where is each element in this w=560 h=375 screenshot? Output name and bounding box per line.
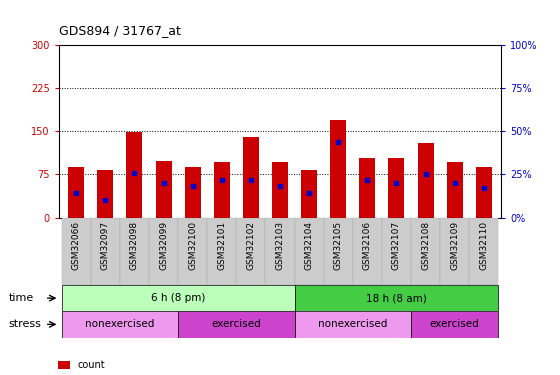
Point (363, 177, 372, 183)
Bar (411, 311, 498, 338)
Point (392, 180, 401, 186)
Text: GSM32109: GSM32109 (450, 221, 459, 270)
Bar (207, 217, 236, 285)
Bar (469, 217, 498, 285)
Legend: count, percentile rank within the sample: count, percentile rank within the sample (58, 360, 242, 375)
Bar (295, 217, 324, 285)
Text: nonexercised: nonexercised (85, 320, 155, 329)
Bar (62, 285, 295, 311)
Point (305, 190, 314, 196)
Bar (68, 167, 84, 218)
Bar (91, 217, 120, 285)
Text: GDS894 / 31767_at: GDS894 / 31767_at (59, 24, 181, 38)
Bar (243, 137, 259, 218)
Text: exercised: exercised (212, 320, 261, 329)
Point (130, 170, 139, 176)
Text: GSM32103: GSM32103 (276, 221, 284, 270)
Bar (295, 285, 498, 311)
Text: time: time (8, 293, 34, 303)
Bar (62, 311, 178, 338)
Bar (185, 168, 200, 217)
Text: GSM32098: GSM32098 (130, 221, 139, 270)
Bar (178, 311, 295, 338)
Bar (440, 217, 469, 285)
Point (188, 183, 197, 189)
Text: 18 h (8 am): 18 h (8 am) (366, 293, 427, 303)
Point (72, 190, 81, 196)
Point (421, 171, 430, 177)
Bar (236, 217, 265, 285)
Bar (149, 217, 178, 285)
Bar (353, 217, 382, 285)
Bar (476, 167, 492, 218)
Point (101, 197, 110, 203)
Text: GSM32066: GSM32066 (72, 221, 81, 270)
Point (479, 185, 488, 191)
Bar (127, 132, 142, 218)
Text: GSM32104: GSM32104 (305, 221, 314, 270)
Text: GSM32110: GSM32110 (479, 221, 488, 270)
Bar (447, 162, 463, 218)
Point (217, 177, 226, 183)
Point (450, 180, 459, 186)
Bar (178, 217, 207, 285)
Text: GSM32102: GSM32102 (246, 221, 255, 270)
Text: GSM32105: GSM32105 (334, 221, 343, 270)
Bar (156, 161, 171, 218)
Bar (120, 217, 149, 285)
Text: GSM32106: GSM32106 (363, 221, 372, 270)
Point (276, 183, 284, 189)
Bar (382, 217, 411, 285)
Text: 6 h (8 pm): 6 h (8 pm) (151, 293, 206, 303)
Text: GSM32101: GSM32101 (217, 221, 226, 270)
Bar (272, 162, 288, 218)
Text: GSM32107: GSM32107 (392, 221, 401, 270)
Bar (360, 158, 375, 218)
Bar (301, 170, 317, 217)
Point (334, 139, 343, 145)
Text: GSM32097: GSM32097 (101, 221, 110, 270)
Bar (62, 217, 91, 285)
Bar (330, 120, 346, 218)
Text: GSM32108: GSM32108 (421, 221, 430, 270)
Bar (265, 217, 295, 285)
Bar (295, 311, 411, 338)
Point (159, 180, 168, 186)
Text: GSM32099: GSM32099 (159, 221, 168, 270)
Bar (411, 217, 440, 285)
Text: nonexercised: nonexercised (318, 320, 388, 329)
Bar (324, 217, 353, 285)
Bar (389, 158, 404, 218)
Bar (97, 170, 113, 217)
Text: exercised: exercised (430, 320, 479, 329)
Text: stress: stress (8, 320, 41, 329)
Bar (418, 143, 433, 218)
Point (246, 177, 255, 183)
Text: GSM32100: GSM32100 (188, 221, 197, 270)
Bar (214, 162, 230, 218)
